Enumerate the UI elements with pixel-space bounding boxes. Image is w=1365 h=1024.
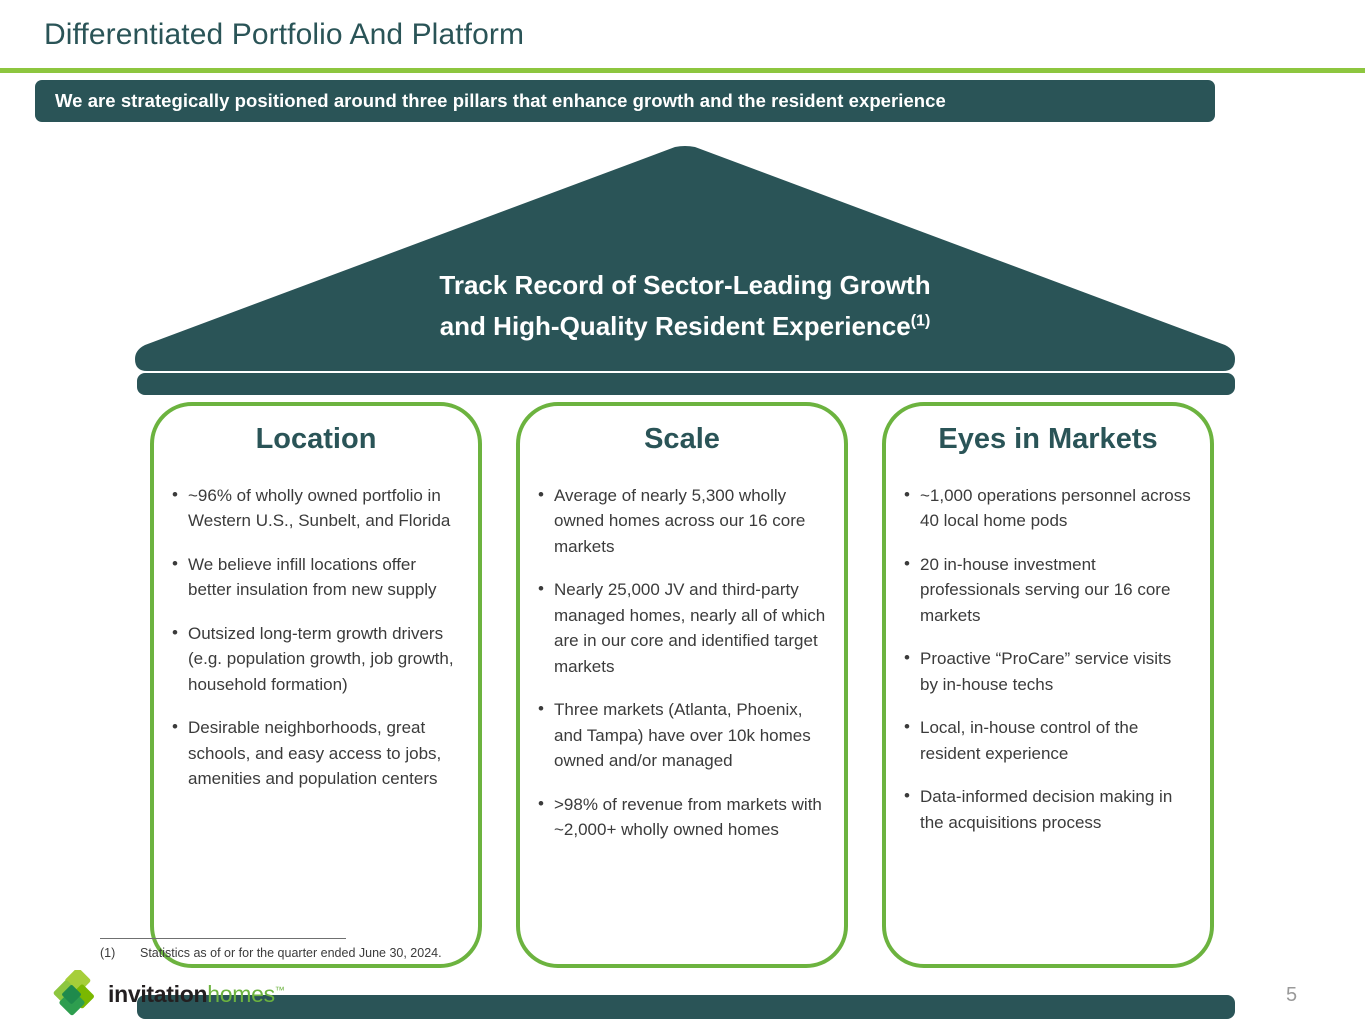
pillar-title-scale: Scale — [644, 423, 720, 455]
stylobate-bar-upper — [137, 995, 1235, 1019]
bullet-icon: • — [904, 553, 910, 573]
footnote-divider — [100, 938, 346, 939]
bullet-icon: • — [538, 793, 544, 813]
page-title: Differentiated Portfolio And Platform — [44, 18, 525, 51]
list-item: • Local, in-house control of the resident… — [904, 715, 1192, 766]
list-item-text: Outsized long-term growth drivers (e.g. … — [188, 623, 454, 694]
pillar-title-eyes-in-markets: Eyes in Markets — [938, 423, 1158, 455]
logo: invitationhomes™ — [48, 970, 285, 1018]
bullet-icon: • — [172, 484, 178, 504]
pillar-bullets-eyes-in-markets: • ~1,000 operations personnel across 40 l… — [890, 483, 1206, 836]
list-item: • ~1,000 operations personnel across 40 l… — [904, 483, 1192, 534]
pillars-row: Location • ~96% of wholly owned portfolio… — [150, 402, 1214, 968]
list-item-text: Nearly 25,000 JV and third-party managed… — [554, 580, 826, 676]
list-item: • Outsized long-term growth drivers (e.g.… — [172, 621, 460, 698]
pillar-title-location: Location — [255, 423, 377, 455]
list-item-text: Local, in-house control of the resident … — [920, 718, 1139, 763]
pillar-card-location[interactable]: Location • ~96% of wholly owned portfolio… — [150, 402, 482, 968]
list-item: • Three markets (Atlanta, Phoenix, and Ta… — [538, 697, 826, 774]
invitation-homes-diamond-logo-icon — [53, 970, 94, 1016]
list-item: • >98% of revenue from markets with ~2,00… — [538, 792, 826, 843]
list-item-text: ~96% of wholly owned portfolio in Wester… — [188, 485, 451, 531]
list-item-text: >98% of revenue from markets with ~2,000… — [554, 794, 822, 840]
list-item-text: 20 in-house investment professionals ser… — [920, 554, 1171, 625]
logo-trademark: ™ — [274, 984, 285, 996]
bullet-icon: • — [172, 622, 178, 642]
bullet-icon: • — [172, 553, 178, 573]
list-item: • Data-informed decision making in the ac… — [904, 784, 1192, 835]
architrave-bar — [137, 373, 1235, 395]
list-item-text: We believe infill locations offer better… — [188, 554, 437, 600]
bullet-icon: • — [904, 648, 910, 668]
subtitle-banner: We are strategically positioned around t… — [35, 80, 1215, 122]
temple-diagram: Track Record of Sector-Leading Growth an… — [0, 130, 1365, 1019]
bullet-icon: • — [538, 579, 544, 599]
list-item-text: Three markets (Atlanta, Phoenix, and Tam… — [554, 700, 811, 771]
logo-wordmark: invitationhomes™ — [108, 980, 285, 1007]
list-item-text: Proactive “ProCare” service visits by in… — [920, 649, 1172, 694]
footnote-text: Statistics as of or for the quarter ende… — [140, 946, 442, 960]
bullet-icon: • — [172, 717, 178, 737]
pillar-bullets-scale: • Average of nearly 5,300 wholly owned ho… — [524, 483, 840, 843]
list-item-text: ~1,000 operations personnel across 40 lo… — [920, 485, 1191, 531]
bullet-icon: • — [538, 484, 544, 504]
pillar-card-scale[interactable]: Scale • Average of nearly 5,300 wholly ow… — [516, 402, 848, 968]
title-divider — [0, 68, 1365, 73]
bullet-icon: • — [904, 484, 910, 504]
bullet-icon: • — [904, 786, 910, 806]
logo-word-homes: homes — [207, 980, 275, 1007]
list-item: • Desirable neighborhoods, great schools,… — [172, 715, 460, 792]
list-item: • ~96% of wholly owned portfolio in Weste… — [172, 483, 460, 534]
list-item: • Nearly 25,000 JV and third-party manage… — [538, 577, 826, 679]
list-item: • Proactive “ProCare” service visits by i… — [904, 646, 1192, 697]
footnote-marker: (1) — [100, 946, 116, 960]
list-item: • Average of nearly 5,300 wholly owned ho… — [538, 483, 826, 560]
list-item-text: Desirable neighborhoods, great schools, … — [188, 718, 442, 789]
pediment-shape — [135, 145, 1235, 373]
page-number: 5 — [1286, 984, 1298, 1006]
list-item: • 20 in-house investment professionals se… — [904, 552, 1192, 629]
logo-word-invitation: invitation — [108, 980, 208, 1007]
pillar-card-eyes-in-markets[interactable]: Eyes in Markets • ~1,000 operations perso… — [882, 402, 1214, 968]
list-item-text: Data-informed decision making in the acq… — [920, 787, 1173, 832]
pillar-bullets-location: • ~96% of wholly owned portfolio in Weste… — [158, 483, 474, 792]
bullet-icon: • — [538, 699, 544, 719]
list-item: • We believe infill locations offer bette… — [172, 552, 460, 603]
subtitle-text: We are strategically positioned around t… — [55, 90, 946, 111]
list-item-text: Average of nearly 5,300 wholly owned hom… — [554, 485, 806, 556]
footnote: (1) Statistics as of or for the quarter e… — [100, 946, 442, 960]
bullet-icon: • — [904, 717, 910, 737]
